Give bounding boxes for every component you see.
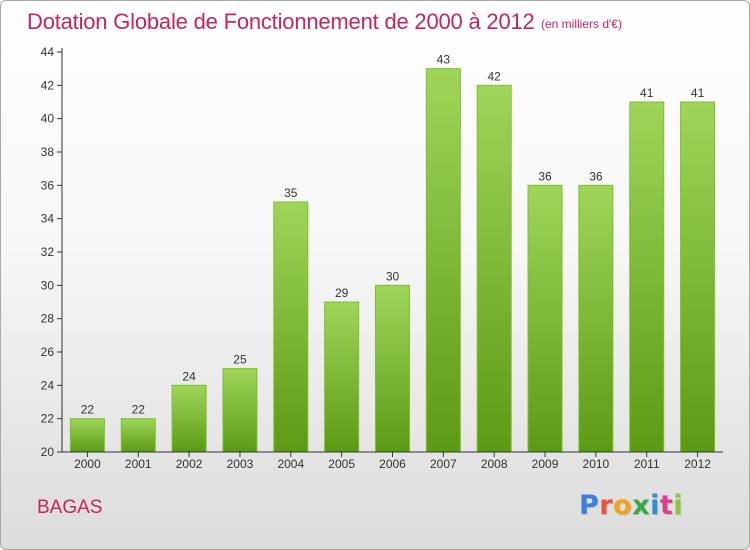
y-tick-label: 36 [41, 178, 55, 192]
y-tick-label: 34 [41, 212, 55, 226]
x-tick-label-2000: 2000 [74, 457, 101, 471]
bars-group: 22 22 24 25 35 29 30 43 42 36 36 41 41 [69, 53, 716, 453]
place-name: BAGAS [37, 497, 103, 518]
y-tick-label: 26 [41, 345, 55, 359]
bar-2005 [324, 301, 360, 453]
bar-2003 [222, 368, 258, 453]
logo-letter: r [599, 490, 614, 521]
logo-letter: i [673, 490, 684, 521]
x-tick-label-2012: 2012 [684, 457, 711, 471]
x-tick-label-2007: 2007 [430, 457, 457, 471]
logo-letter: t [659, 490, 674, 521]
data-label-2000: 22 [81, 403, 95, 417]
y-tick-label: 22 [41, 412, 55, 426]
y-tick-label: 32 [41, 245, 55, 259]
logo-letter: x [632, 490, 651, 521]
logo-letter: i [650, 490, 660, 521]
data-label-2007: 43 [437, 53, 451, 67]
x-tick-label-2001: 2001 [125, 457, 152, 471]
x-tick-label-2003: 2003 [227, 457, 254, 471]
y-tick-label: 38 [41, 145, 55, 159]
x-tick-label-2008: 2008 [481, 457, 508, 471]
bar-2006 [375, 284, 410, 453]
x-tick-label-2005: 2005 [328, 457, 355, 471]
x-tick-label-2009: 2009 [532, 457, 559, 471]
bar-2000 [69, 418, 105, 453]
y-tick-label: 24 [41, 378, 55, 392]
chart-subtitle: (en milliers d'€) [541, 17, 622, 31]
y-tick-label: 40 [41, 112, 55, 126]
data-label-2005: 29 [335, 286, 349, 300]
x-tick-label-2004: 2004 [277, 457, 304, 471]
data-label-2004: 35 [284, 186, 298, 200]
y-axis: 20 22 24 26 28 30 32 34 36 38 40 42 44 [41, 45, 63, 459]
data-label-2002: 24 [182, 369, 196, 383]
logo-letter: P [579, 490, 600, 521]
bar-2011 [629, 101, 665, 453]
data-label-2011: 41 [640, 86, 654, 100]
x-tick-label-2002: 2002 [176, 457, 203, 471]
x-tick-label-2011: 2011 [634, 457, 660, 471]
bar-2012 [680, 101, 716, 453]
y-tick-label: 44 [41, 45, 55, 59]
y-tick-label: 42 [41, 78, 55, 92]
data-label-2008: 42 [488, 69, 502, 83]
chart-title: Dotation Globale de Fonctionnement de 20… [27, 9, 535, 34]
logo-letter: o [613, 490, 633, 521]
y-tick-label: 30 [41, 278, 55, 292]
data-label-2006: 30 [386, 269, 400, 283]
data-label-2009: 36 [538, 169, 552, 183]
data-label-2003: 25 [233, 353, 247, 367]
data-label-2012: 41 [691, 86, 705, 100]
x-tick-label-2006: 2006 [379, 457, 406, 471]
y-tick-label: 20 [41, 445, 55, 459]
bar-2001 [120, 418, 156, 453]
bar-2010 [578, 184, 614, 453]
y-tick-label: 28 [41, 312, 55, 326]
data-label-2001: 22 [132, 403, 146, 417]
bar-2004 [273, 201, 309, 453]
bar-2007 [425, 68, 461, 453]
bar-2009 [527, 184, 563, 453]
bar-2002 [171, 384, 207, 453]
x-axis: 2000 2001 2002 2003 2004 2005 2006 2007 2008 2009… [62, 451, 723, 471]
proxiti-logo: Proxiti [579, 490, 683, 521]
data-label-2010: 36 [589, 169, 603, 183]
x-tick-label-2010: 2010 [583, 457, 610, 471]
bar-2008 [476, 84, 512, 453]
